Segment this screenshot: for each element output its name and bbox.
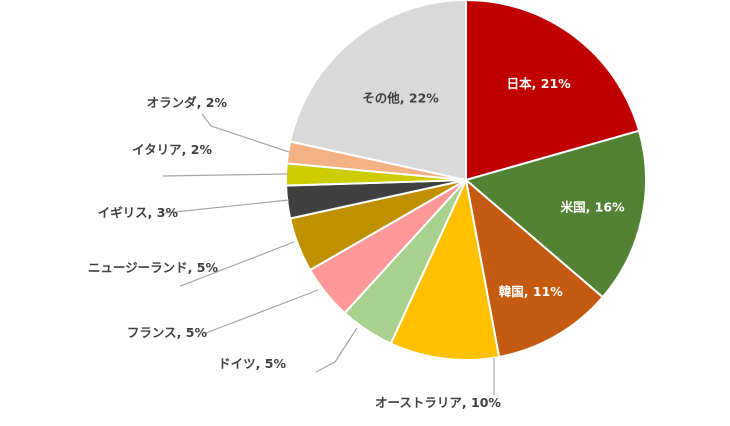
label-slice-4: ドイツ, 5% xyxy=(218,356,286,371)
label-slice-9: オランダ, 2% xyxy=(147,95,228,110)
leader-slice-9 xyxy=(201,113,290,153)
pie-slices xyxy=(284,0,647,361)
leader-slice-8 xyxy=(162,173,289,177)
pie-slice-3 xyxy=(389,176,501,361)
pie-slice-10 xyxy=(288,0,467,182)
leader-slice-6 xyxy=(179,241,295,287)
pie-slice-2 xyxy=(464,177,605,359)
pie-slice-0 xyxy=(465,0,641,182)
slice-labels: 日本, 21% 米国, 16% 韓国, 11% オーストラリア, 10% ドイツ, 5%… xyxy=(88,76,625,410)
leader-slice-4 xyxy=(315,327,358,373)
label-slice-6: ニュージーランド, 5% xyxy=(88,260,219,275)
pie-slice-1 xyxy=(463,129,647,299)
label-slice-5: フランス, 5% xyxy=(127,325,208,340)
leader-slice-7 xyxy=(164,199,290,214)
leader-slice-5 xyxy=(205,289,319,334)
label-slice-7: イギリス, 3% xyxy=(98,205,179,220)
label-slice-8: イタリア, 2% xyxy=(132,142,212,157)
label-slice-0: 日本, 21% xyxy=(507,76,571,91)
label-slice-1: 米国, 16% xyxy=(560,200,625,215)
label-slice-3: オーストラリア, 10% xyxy=(375,395,501,410)
label-slice-10: その他, 22% xyxy=(362,91,439,106)
label-slice-2: 韓国, 11% xyxy=(499,284,563,299)
leader-lines xyxy=(162,113,495,395)
